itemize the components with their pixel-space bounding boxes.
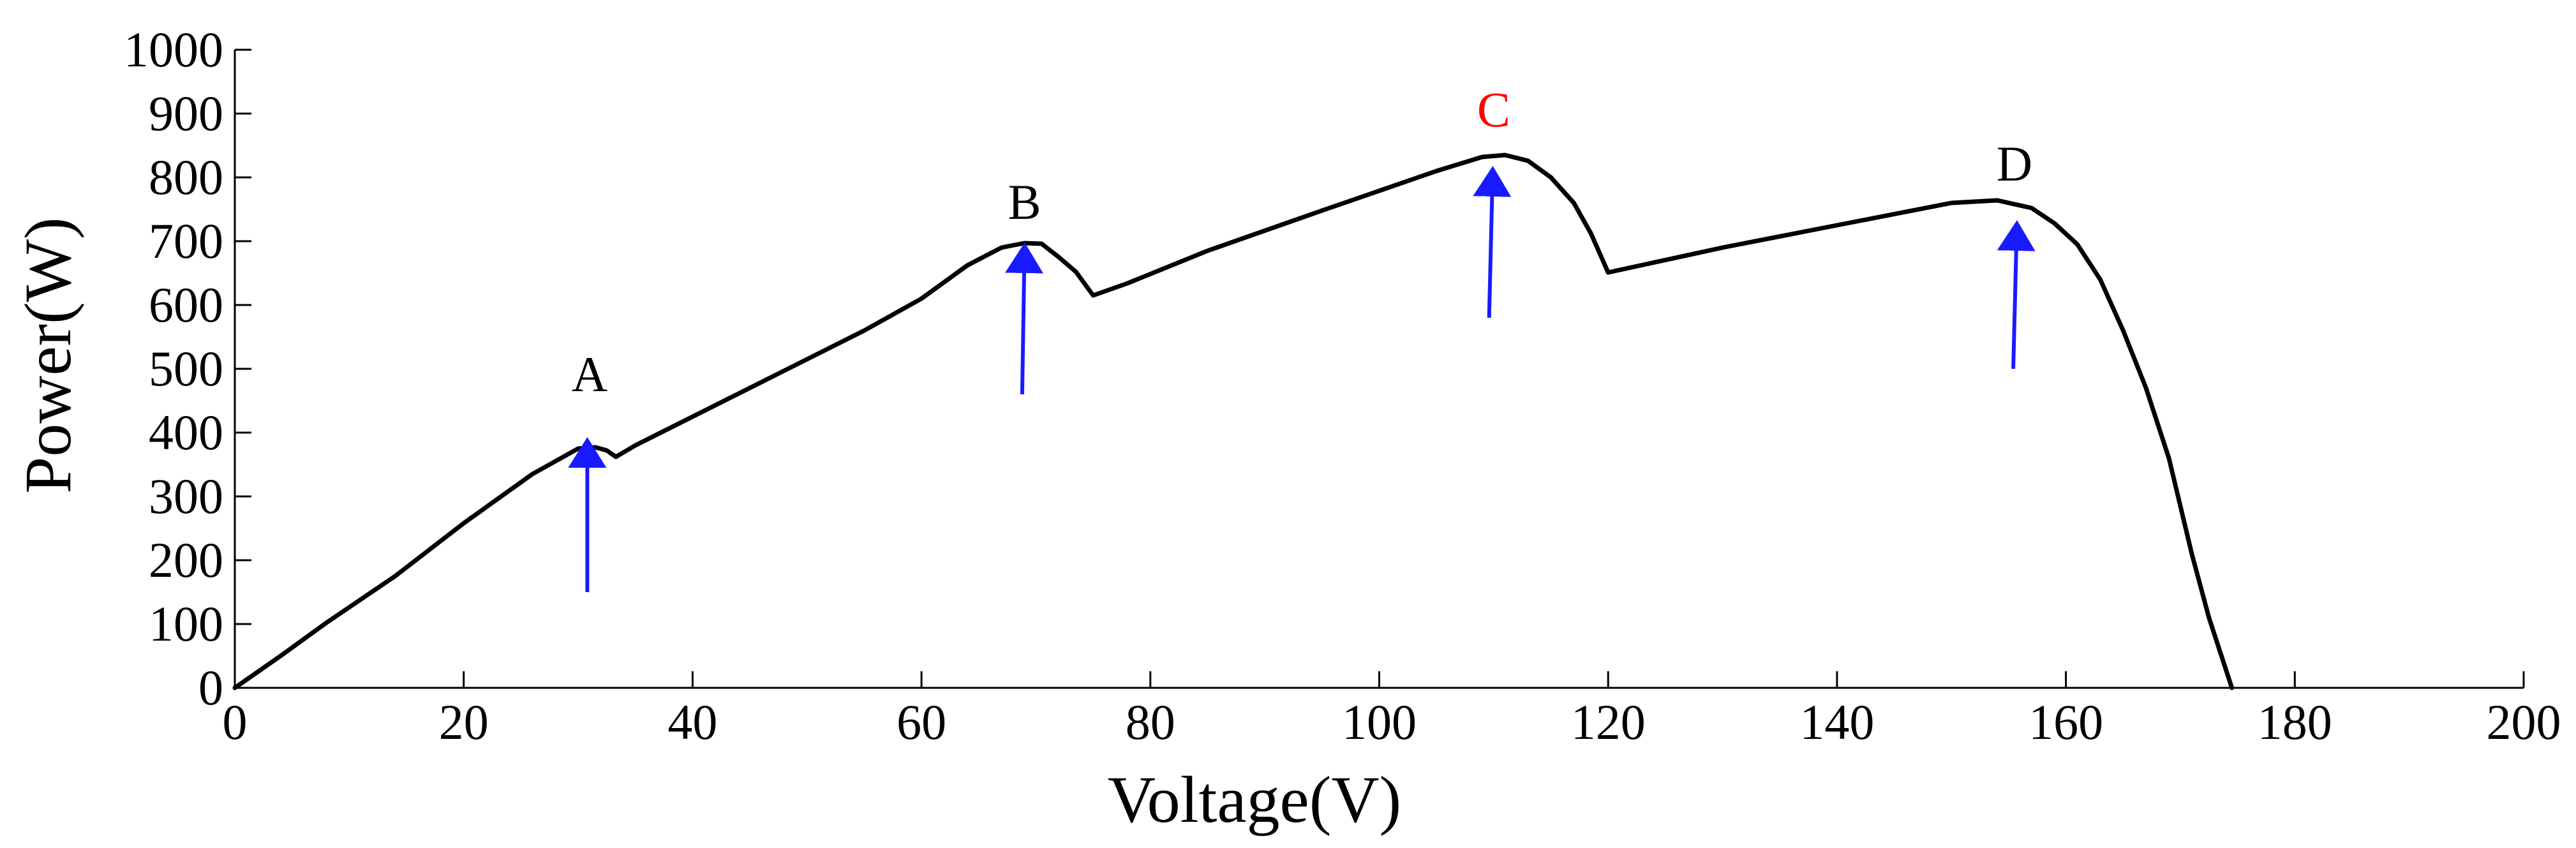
x-tick-label: 20 xyxy=(439,694,489,750)
x-tick-label: 200 xyxy=(2487,694,2561,750)
tick-marks xyxy=(234,48,2525,689)
x-axis-title: Voltage(V) xyxy=(1108,763,1401,837)
x-tick-label: 100 xyxy=(1342,694,1417,750)
x-tick-label: 160 xyxy=(2029,694,2103,750)
y-tick-label: 100 xyxy=(149,596,223,651)
arrow-c xyxy=(1473,166,1512,318)
annotations: A B C D xyxy=(568,82,2036,592)
y-tick-label: 0 xyxy=(198,660,223,715)
x-tick-label: 40 xyxy=(667,694,717,750)
point-label-d: D xyxy=(1997,136,2032,191)
y-tick-label: 600 xyxy=(149,277,223,332)
x-tick-label: 60 xyxy=(897,694,946,750)
y-axis-title: Power(W) xyxy=(11,217,85,493)
x-tick-label: 140 xyxy=(1799,694,1874,750)
series-line xyxy=(232,152,2235,690)
y-tick-label: 400 xyxy=(149,405,223,460)
point-label-a: A xyxy=(572,346,607,402)
y-tick-label: 900 xyxy=(149,86,223,141)
y-tick-label: 200 xyxy=(149,532,223,588)
arrow-d xyxy=(1997,220,2036,369)
y-tick-label: 800 xyxy=(149,149,223,205)
series xyxy=(232,152,2235,690)
y-tick-label: 500 xyxy=(149,341,223,396)
y-tick-label: 700 xyxy=(149,213,223,269)
x-tick-label: 120 xyxy=(1571,694,1646,750)
x-tick-label: 180 xyxy=(2258,694,2332,750)
y-tick-label: 300 xyxy=(149,468,223,524)
x-tick-label: 80 xyxy=(1126,694,1175,750)
tick-labels: 0 20 40 60 80 100 120 140 160 180 2000100200300400… xyxy=(124,22,2561,750)
y-tick-label: 1000 xyxy=(124,22,223,77)
x-tick-label: 0 xyxy=(223,694,248,750)
arrow-b xyxy=(1005,242,1044,395)
point-label-c: C xyxy=(1477,82,1510,137)
point-label-b: B xyxy=(1008,174,1041,230)
